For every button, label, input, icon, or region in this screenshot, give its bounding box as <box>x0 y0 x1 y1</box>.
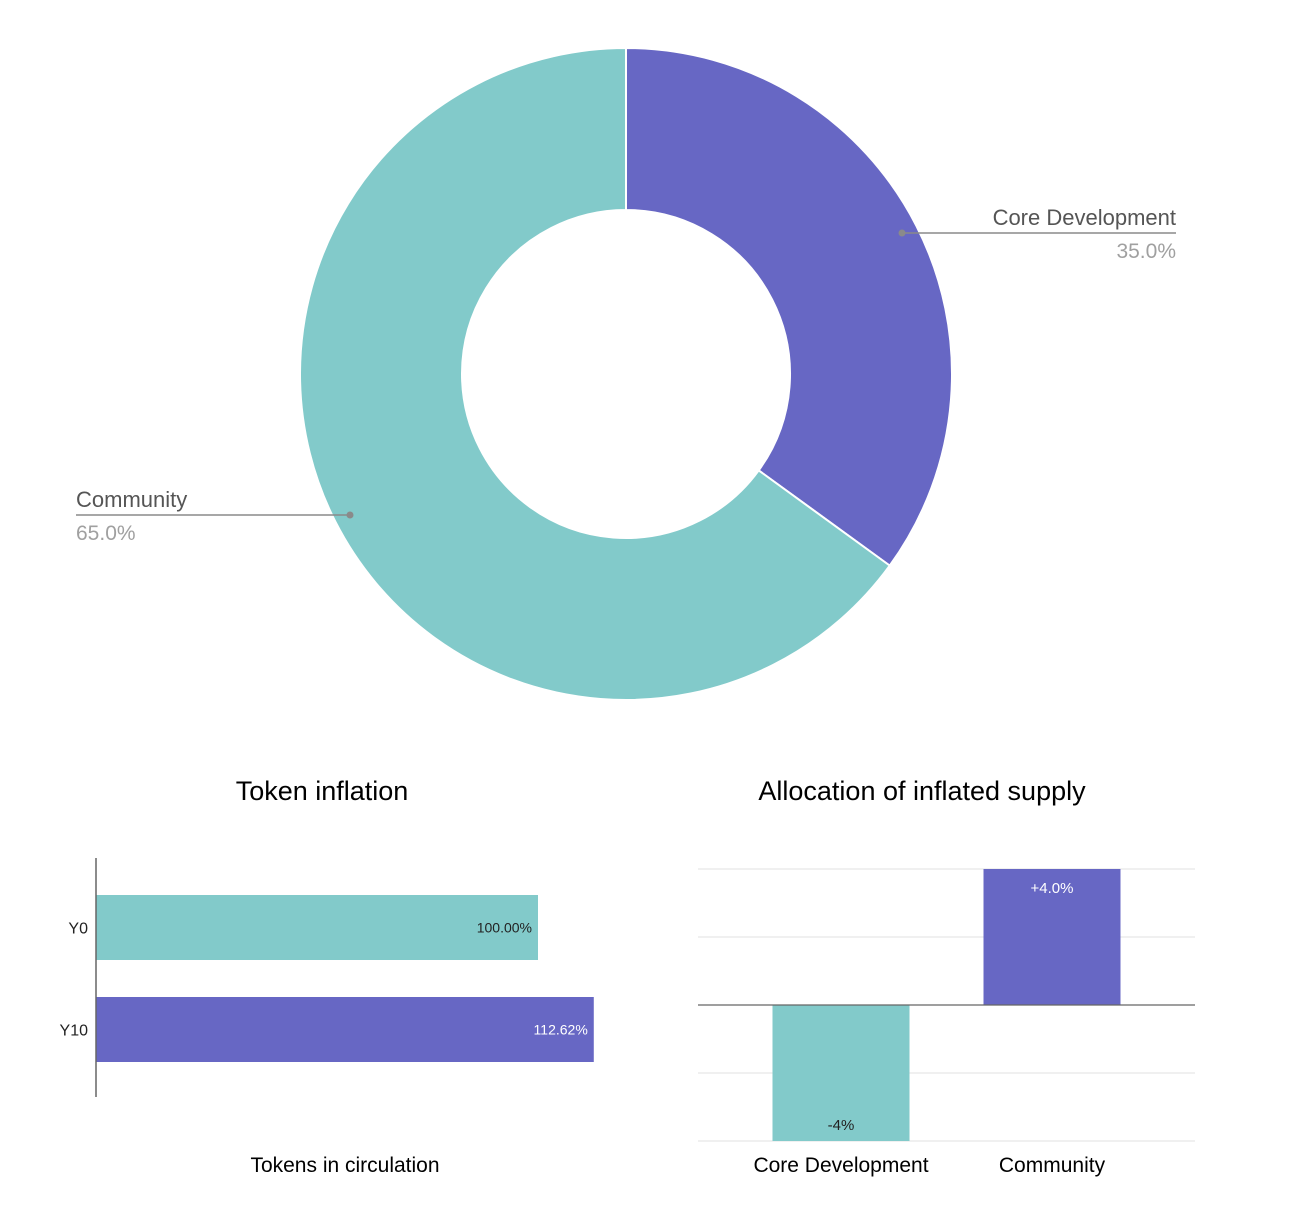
allocation-chart: Allocation of inflated supply -4% Core Dev… <box>698 776 1195 1177</box>
donut-slice-community <box>299 46 892 701</box>
leader-dot-community <box>346 511 354 519</box>
bar-core-development <box>772 1005 910 1141</box>
bar-y0 <box>96 895 538 960</box>
donut-value-community: 65.0% <box>76 522 136 545</box>
token-inflation-chart: Token inflation Y0 100.00% Y10 112.62% Tokens… <box>60 776 594 1177</box>
x-axis-title: Tokens in circulation <box>250 1154 439 1177</box>
chart-title: Token inflation <box>236 776 409 806</box>
data-label-y10: 112.62% <box>534 1022 588 1038</box>
donut-chart: Core Development 35.0% Community 65.0% <box>76 46 1176 701</box>
category-label-y0: Y0 <box>68 921 88 938</box>
bar-community <box>983 869 1121 1005</box>
category-label-core-development: Core Development <box>753 1154 928 1177</box>
leader-dot-core-development <box>898 229 906 237</box>
bar-y10 <box>96 997 594 1062</box>
data-label-community: +4.0% <box>1031 880 1074 897</box>
category-label-y10: Y10 <box>60 1023 89 1040</box>
donut-slice-core-development <box>625 46 953 568</box>
category-label-community: Community <box>999 1154 1106 1177</box>
data-label-core-development: -4% <box>828 1117 855 1134</box>
donut-value-core-development: 35.0% <box>1116 240 1176 263</box>
donut-label-community: Community <box>76 487 187 512</box>
chart-title: Allocation of inflated supply <box>758 776 1086 806</box>
donut-label-core-development: Core Development <box>993 205 1176 230</box>
data-label-y0: 100.00% <box>477 920 532 936</box>
